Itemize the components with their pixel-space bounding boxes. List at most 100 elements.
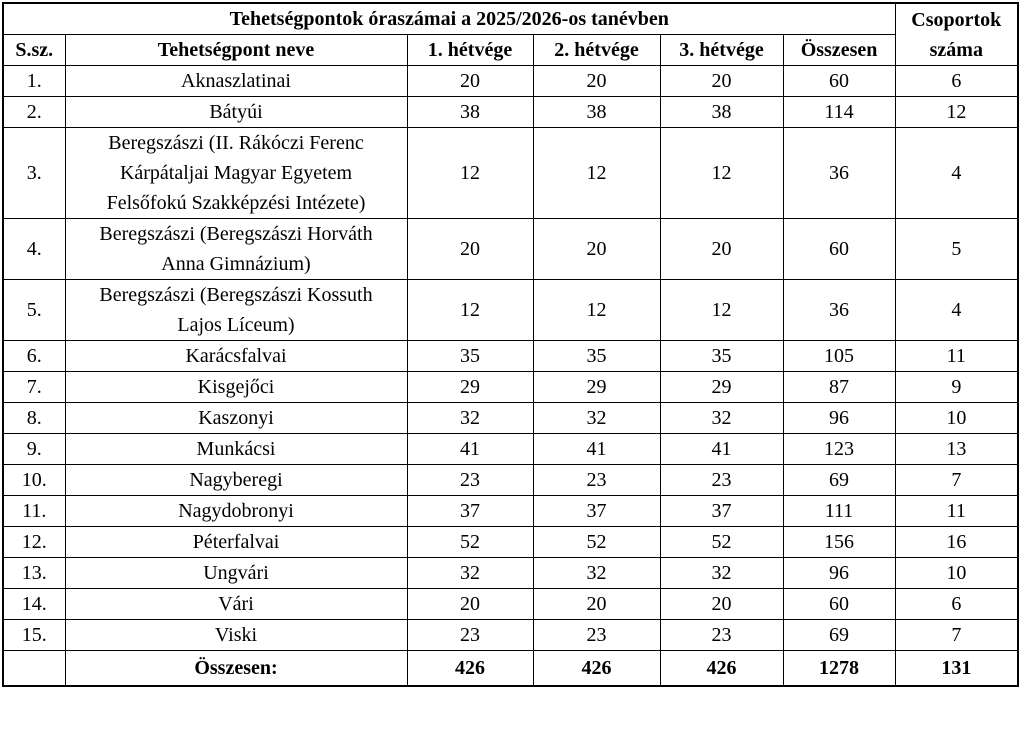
total-hours-cell: 111 — [782, 495, 896, 527]
table-title: Tehetségpontok óraszámai a 2025/2026-os … — [2, 2, 896, 35]
groups-count-cell: 7 — [894, 464, 1019, 496]
column-header-weekend3: 3. hétvége — [659, 34, 784, 66]
weekend2-hours-cell: 52 — [532, 526, 661, 558]
row-serial-cell: 4. — [2, 218, 66, 280]
weekend3-hours-cell: 32 — [659, 557, 784, 589]
talent-point-name-cell: Ungvári — [64, 557, 408, 589]
weekend1-hours-cell: 35 — [406, 340, 534, 372]
talent-point-name-cell: Nagyberegi — [64, 464, 408, 496]
title-row: Tehetségpontok óraszámai a 2025/2026-os … — [2, 2, 1019, 66]
table-row: 9. Munkácsi 41 41 41 123 13 — [2, 433, 1019, 465]
weekend3-hours-cell: 29 — [659, 371, 784, 403]
groups-count-cell: 6 — [894, 65, 1019, 97]
weekend2-hours-cell: 37 — [532, 495, 661, 527]
row-serial-cell: 3. — [2, 127, 66, 219]
weekend1-hours-cell: 41 — [406, 433, 534, 465]
column-header-groups: Csoportok száma — [894, 2, 1019, 66]
weekend3-hours-cell: 20 — [659, 218, 784, 280]
weekend2-hours-cell: 35 — [532, 340, 661, 372]
row-serial-cell: 13. — [2, 557, 66, 589]
talent-point-name-cell: Karácsfalvai — [64, 340, 408, 372]
talent-point-name-cell: Beregszászi (II. Rákóczi Ferenc Kárpátal… — [64, 127, 408, 219]
weekend3-hours-cell: 12 — [659, 279, 784, 341]
talent-point-name-cell: Bátyúi — [64, 96, 408, 128]
table-row: 14. Vári 20 20 20 60 6 — [2, 588, 1019, 620]
row-serial-cell: 14. — [2, 588, 66, 620]
talent-point-name-cell: Beregszászi (Beregszászi Horváth Anna Gi… — [64, 218, 408, 280]
weekend3-hours-cell: 20 — [659, 588, 784, 620]
weekend1-hours-cell: 32 — [406, 402, 534, 434]
table-row: 11. Nagydobronyi 37 37 37 111 11 — [2, 495, 1019, 527]
total-hours-cell: 36 — [782, 127, 896, 219]
weekend1-hours-cell: 20 — [406, 218, 534, 280]
weekend2-hours-cell: 32 — [532, 557, 661, 589]
row-serial-cell: 5. — [2, 279, 66, 341]
weekend1-hours-cell: 23 — [406, 619, 534, 651]
groups-count-cell: 4 — [894, 127, 1019, 219]
row-serial-cell: 9. — [2, 433, 66, 465]
table-row: 7. Kisgejőci 29 29 29 87 9 — [2, 371, 1019, 403]
table-row: 6. Karácsfalvai 35 35 35 105 11 — [2, 340, 1019, 372]
talent-point-name-cell: Nagydobronyi — [64, 495, 408, 527]
totals-label-cell: Összesen: — [64, 650, 408, 686]
weekend2-hours-cell: 20 — [532, 65, 661, 97]
table-row: 10. Nagyberegi 23 23 23 69 7 — [2, 464, 1019, 496]
weekend2-hours-cell: 20 — [532, 588, 661, 620]
weekend2-hours-cell: 20 — [532, 218, 661, 280]
row-serial-cell: 1. — [2, 65, 66, 97]
total-hours-cell: 36 — [782, 279, 896, 341]
total-hours-cell: 114 — [782, 96, 896, 128]
totals-weekend1-cell: 426 — [406, 650, 534, 686]
weekend3-hours-cell: 12 — [659, 127, 784, 219]
column-header-total: Összesen — [782, 34, 896, 66]
weekend1-hours-cell: 20 — [406, 65, 534, 97]
totals-groups-cell: 131 — [894, 650, 1019, 686]
row-serial-cell: 8. — [2, 402, 66, 434]
weekend3-hours-cell: 37 — [659, 495, 784, 527]
weekend3-hours-cell: 23 — [659, 619, 784, 651]
weekend1-hours-cell: 52 — [406, 526, 534, 558]
table-row: 12. Péterfalvai 52 52 52 156 16 — [2, 526, 1019, 558]
row-serial-cell: 2. — [2, 96, 66, 128]
weekend2-hours-cell: 38 — [532, 96, 661, 128]
table-row: 1. Aknaszlatinai 20 20 20 60 6 — [2, 65, 1019, 97]
talent-point-name-cell: Viski — [64, 619, 408, 651]
total-hours-cell: 69 — [782, 619, 896, 651]
table-row: 13. Ungvári 32 32 32 96 10 — [2, 557, 1019, 589]
totals-row: Összesen: 426 426 426 1278 131 — [2, 650, 1019, 686]
groups-count-cell: 12 — [894, 96, 1019, 128]
table-row: 5. Beregszászi (Beregszászi Kossuth Lajos… — [2, 279, 1019, 341]
weekend3-hours-cell: 20 — [659, 65, 784, 97]
total-hours-cell: 105 — [782, 340, 896, 372]
groups-count-cell: 10 — [894, 557, 1019, 589]
weekend3-hours-cell: 35 — [659, 340, 784, 372]
talent-point-name-cell: Péterfalvai — [64, 526, 408, 558]
row-serial-cell: 10. — [2, 464, 66, 496]
table-row: 3. Beregszászi (II. Rákóczi Ferenc Kárpát… — [2, 127, 1019, 219]
groups-count-cell: 9 — [894, 371, 1019, 403]
column-header-weekend1: 1. hétvége — [406, 34, 534, 66]
groups-count-cell: 4 — [894, 279, 1019, 341]
totals-empty-serial-cell — [2, 650, 66, 686]
row-serial-cell: 11. — [2, 495, 66, 527]
weekend1-hours-cell: 32 — [406, 557, 534, 589]
groups-count-cell: 11 — [894, 495, 1019, 527]
weekend2-hours-cell: 23 — [532, 619, 661, 651]
row-serial-cell: 15. — [2, 619, 66, 651]
column-header-row: S.sz. Tehetségpont neve 1. hétvége 2. hétvé… — [2, 34, 1018, 66]
table-row: 2. Bátyúi 38 38 38 114 12 — [2, 96, 1019, 128]
total-hours-cell: 60 — [782, 65, 896, 97]
weekend2-hours-cell: 41 — [532, 433, 661, 465]
total-hours-cell: 123 — [782, 433, 896, 465]
groups-count-cell: 16 — [894, 526, 1019, 558]
weekend1-hours-cell: 12 — [406, 279, 534, 341]
table-row: 4. Beregszászi (Beregszászi Horváth Anna … — [2, 218, 1019, 280]
total-hours-cell: 69 — [782, 464, 896, 496]
weekend3-hours-cell: 32 — [659, 402, 784, 434]
weekend3-hours-cell: 52 — [659, 526, 784, 558]
weekend1-hours-cell: 38 — [406, 96, 534, 128]
talent-point-name-cell: Kisgejőci — [64, 371, 408, 403]
column-header-serial: S.sz. — [2, 34, 66, 66]
weekend3-hours-cell: 38 — [659, 96, 784, 128]
total-hours-cell: 60 — [782, 218, 896, 280]
